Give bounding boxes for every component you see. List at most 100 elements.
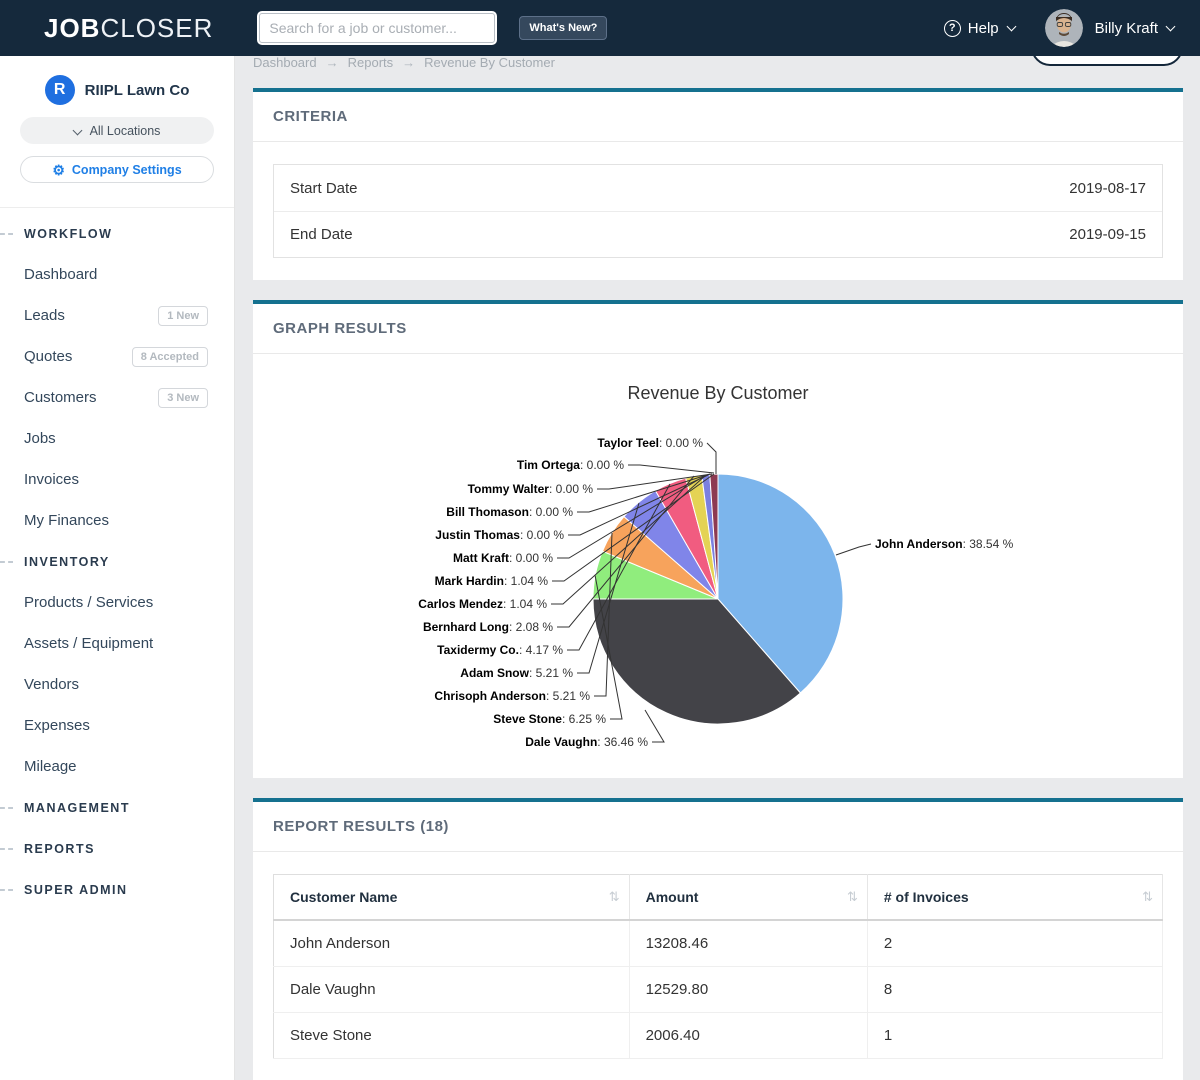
pie-label-value: 0.00 % [586,458,624,472]
table-cell: 1 [867,1012,1164,1059]
pie-label-steve-stone: Steve Stone: 6.25 % [493,712,606,726]
pie-label-value: 38.54 % [969,537,1014,551]
column-header-label: Customer Name [290,889,398,905]
sidebar-item-label: Quotes [24,348,73,365]
sidebar-section-label: REPORTS [24,841,95,856]
sidebar-section-workflow[interactable]: WORKFLOW [0,213,234,254]
pie-label-name: John Anderson [875,537,963,551]
pie-label-value: 0.00 % [665,436,703,450]
sidebar-section-label: SUPER ADMIN [24,882,128,897]
sidebar: R RIIPL Lawn Co All Locations ⚙ Company … [0,56,235,1080]
sidebar-item-expenses[interactable]: Expenses [0,705,234,746]
sidebar-item-label: My Finances [24,512,110,529]
sidebar-item-vendors[interactable]: Vendors [0,664,234,705]
pie-label-value: 0.00 % [535,505,573,519]
pie-label-matt-kraft: Matt Kraft: 0.00 % [452,551,553,565]
sidebar-item-label: Jobs [24,430,56,447]
pie-label-name: Tim Ortega [516,458,580,472]
table-cell: 2006.40 [629,1012,868,1059]
sidebar-item-label: Products / Services [24,594,154,611]
column-header-amount[interactable]: Amount ⇅ [629,874,868,921]
pie-connector-line [552,473,715,582]
sidebar-section-inventory[interactable]: INVENTORY [0,541,234,582]
user-avatar[interactable] [1044,9,1083,47]
chevron-down-icon[interactable] [1006,21,1017,32]
chevron-down-icon[interactable] [1165,21,1176,32]
sidebar-item-mileage[interactable]: Mileage [0,746,234,787]
sidebar-section-label: INVENTORY [24,554,110,569]
sidebar-item-dashboard[interactable]: Dashboard [0,254,234,295]
sort-icon: ⇅ [608,889,620,904]
column-header-of-invoices[interactable]: # of Invoices ⇅ [867,874,1164,921]
whats-new-button[interactable]: What's New? [519,16,608,40]
pie-label-name: Adam Snow [460,666,529,680]
count-badge: 1 New [158,305,208,326]
pie-slice-john-anderson[interactable] [717,473,844,694]
logo-light-part: CLOSER [100,12,214,43]
section-dash-icon [0,847,13,850]
sidebar-item-label: Invoices [24,471,80,488]
company-settings-button[interactable]: ⚙ Company Settings [20,156,214,183]
pie-label-value: 4.17 % [525,643,563,657]
pie-label-tommy-walter: Tommy Walter: 0.00 % [467,482,593,496]
pie-connector-line [597,473,713,490]
sidebar-item-my-finances[interactable]: My Finances [0,500,234,541]
graph-results-card: GRAPH RESULTS Revenue By Customer Taylor… [253,300,1183,778]
table-cell: Steve Stone [273,1012,630,1059]
sidebar-section-label: MANAGEMENT [24,800,130,815]
avatar-image [1044,9,1083,47]
search-input[interactable] [257,11,498,45]
sidebar-item-invoices[interactable]: Invoices [0,459,234,500]
company-row: R RIIPL Lawn Co [0,75,234,105]
pie-label-bernhard-long: Bernhard Long: 2.08 % [422,620,553,634]
sidebar-item-jobs[interactable]: Jobs [0,418,234,459]
pie-label-name: Carlos Mendez [418,597,503,611]
sidebar-item-products-services[interactable]: Products / Services [0,582,234,623]
chart-title: Revenue By Customer [627,383,809,403]
criteria-table: Start Date 2019-08-17 End Date 2019-09-15 [273,164,1163,258]
sidebar-section-management[interactable]: MANAGEMENT [0,787,234,828]
pie-label-name: Dale Vaughn [525,735,598,749]
pie-label-name: Chrisoph Anderson [434,689,546,703]
breadcrumb-item-revenue-by-customer: Revenue By Customer [424,55,555,70]
company-name: RIIPL Lawn Co [84,81,190,99]
top-navigation-bar: JOBCLOSER What's New? ? Help Billy K [0,0,1200,56]
sidebar-item-customers[interactable]: Customers 3 New [0,377,234,418]
sidebar-item-label: Mileage [24,758,77,775]
sidebar-item-leads[interactable]: Leads 1 New [0,295,234,336]
sidebar-item-label: Assets / Equipment [24,635,154,652]
criteria-label: End Date [290,226,353,243]
chevron-down-icon [72,125,83,135]
criteria-section-title: CRITERIA [253,92,1183,142]
help-menu[interactable]: Help [967,19,999,37]
pie-connector-line [551,474,707,605]
pie-label-taxidermy-co: Taxidermy Co.: 4.17 % [437,643,563,657]
column-header-label: # of Invoices [883,889,969,905]
pie-label-name: Bill Thomason [446,505,529,519]
column-header-customer-name[interactable]: Customer Name ⇅ [273,874,630,921]
count-badge: 3 New [158,387,208,408]
breadcrumb-arrow-icon: → [325,55,339,70]
main-content: Revenue By Customer Dashboard → Reports → Re… [235,0,1200,1080]
sidebar-section-label: WORKFLOW [24,226,113,241]
company-avatar: R [44,75,75,105]
pie-label-name: Mark Hardin [434,574,504,588]
locations-dropdown[interactable]: All Locations [20,117,214,144]
pie-label-name: Justin Thomas [435,528,520,542]
table-cell: 12529.80 [629,966,868,1013]
sidebar-item-assets-equipment[interactable]: Assets / Equipment [0,623,234,664]
pie-label-dale-vaughn: Dale Vaughn: 36.46 % [525,735,648,749]
breadcrumb-item-reports[interactable]: Reports [347,55,394,70]
breadcrumb-item-dashboard[interactable]: Dashboard [253,55,317,70]
pie-slice-dale-vaughn[interactable] [592,598,801,725]
pie-connector-line [567,483,671,651]
sidebar-nav: WORKFLOW Dashboard Leads 1 New Quotes 8 Accep… [0,207,234,910]
criteria-value: 2019-09-15 [1069,226,1146,243]
table-cell: John Anderson [273,920,630,967]
sidebar-section-reports[interactable]: REPORTS [0,828,234,869]
table-row: Steve Stone 2006.40 1 [273,1012,1164,1059]
table-cell: 8 [867,966,1164,1013]
sidebar-section-super-admin[interactable]: SUPER ADMIN [0,869,234,910]
user-menu[interactable]: Billy Kraft [1094,19,1158,37]
sidebar-item-quotes[interactable]: Quotes 8 Accepted [0,336,234,377]
